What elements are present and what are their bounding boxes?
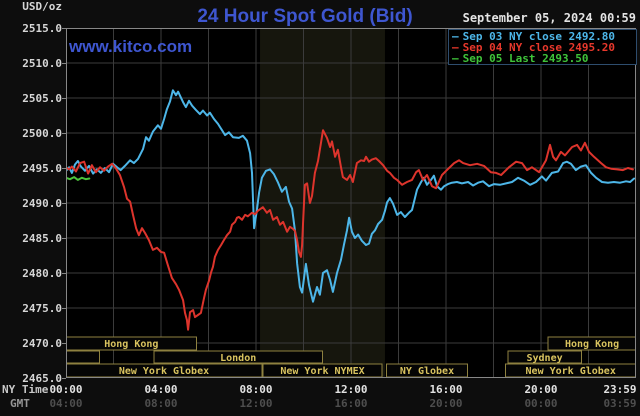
legend-color-swatch: – (452, 41, 459, 54)
chart-title: 24 Hour Spot Gold (Bid) (197, 6, 413, 27)
y-tick-label: 2510.0 (22, 57, 62, 70)
ny-time-tick-label: 12:00 (334, 383, 368, 396)
y-tick-label: 2495.0 (22, 162, 62, 175)
gmt-axis-label: GMT (10, 397, 30, 410)
y-tick-label: 2480.0 (22, 267, 62, 280)
y-tick-label: 2500.0 (22, 127, 62, 140)
legend-box: – Sep 03 NY close 2492.80– Sep 04 NY close… (448, 29, 637, 65)
price-line (66, 176, 91, 181)
y-tick-mark (62, 273, 66, 274)
y-tick-mark (62, 308, 66, 309)
gmt-tick-label: 00:00 (524, 397, 558, 410)
price-chart-canvas: Hong Kong Hong Kong London Sydney New York G… (66, 28, 636, 378)
gmt-tick-label: 16:00 (334, 397, 368, 410)
legend-item: – Sep 04 NY close 2495.20 (452, 42, 636, 53)
y-tick-mark (62, 168, 66, 169)
ny-time-tick-label: 04:00 (144, 383, 178, 396)
ny-time-tick-label: 08:00 (239, 383, 273, 396)
ny-time-axis-label: NY Time (2, 383, 49, 396)
plot-border (66, 28, 636, 378)
datetime-label: September 05, 2024 00:59 (462, 11, 636, 25)
legend-color-swatch: – (452, 52, 459, 65)
y-tick-mark (62, 378, 66, 379)
y-tick-label: 2515.0 (22, 22, 62, 35)
y-tick-mark (62, 238, 66, 239)
gmt-tick-label: 04:00 (49, 397, 83, 410)
y-tick-mark (62, 203, 66, 204)
y-tick-mark (62, 28, 66, 29)
ny-time-tick-label: 23:59 (603, 383, 637, 396)
legend-item: – Sep 05 Last 2493.50 (452, 53, 636, 64)
session-box (66, 336, 198, 351)
session-box (66, 350, 100, 364)
gmt-tick-label: 08:00 (144, 397, 178, 410)
session-label: New York Globex (526, 366, 616, 377)
gmt-tick-label: 20:00 (429, 397, 463, 410)
session-label: Sydney (527, 353, 563, 364)
y-tick-mark (62, 63, 66, 64)
y-tick-label: 2485.0 (22, 232, 62, 245)
y-tick-mark (62, 133, 66, 134)
legend-item-label: Sep 03 NY close 2492.80 (462, 30, 615, 43)
ny-time-tick-label: 16:00 (429, 383, 463, 396)
session-label: New York NYMEX (280, 366, 364, 377)
legend-item: – Sep 03 NY close 2492.80 (452, 31, 636, 42)
kitco-watermark: www.kitco.com (69, 37, 193, 56)
ny-time-tick-label: 20:00 (524, 383, 558, 396)
y-tick-label: 2470.0 (22, 337, 62, 350)
session-box (507, 350, 582, 364)
session-box (153, 350, 323, 364)
price-line (66, 89, 636, 303)
y-tick-mark (62, 343, 66, 344)
price-line (66, 129, 634, 331)
session-label: New York Globex (119, 366, 209, 377)
ny-time-tick-label: 00:00 (49, 383, 83, 396)
session-label: Hong Kong (565, 339, 619, 350)
session-label: NY Globex (400, 366, 454, 377)
legend-item-label: Sep 05 Last 2493.50 (462, 52, 589, 65)
units-label: USD/oz (22, 0, 62, 13)
legend-color-swatch: – (452, 30, 459, 43)
y-tick-label: 2490.0 (22, 197, 62, 210)
gmt-tick-label: 03:59 (603, 397, 637, 410)
legend-item-label: Sep 04 NY close 2495.20 (462, 41, 615, 54)
gmt-tick-label: 12:00 (239, 397, 273, 410)
session-label: Hong Kong (104, 339, 158, 350)
y-tick-mark (62, 98, 66, 99)
plot-area: Hong Kong Hong Kong London Sydney New York G… (66, 28, 636, 378)
y-tick-label: 2465.0 (22, 372, 62, 385)
y-tick-label: 2475.0 (22, 302, 62, 315)
session-label: London (220, 353, 256, 364)
y-tick-label: 2505.0 (22, 92, 62, 105)
session-box (547, 336, 636, 351)
